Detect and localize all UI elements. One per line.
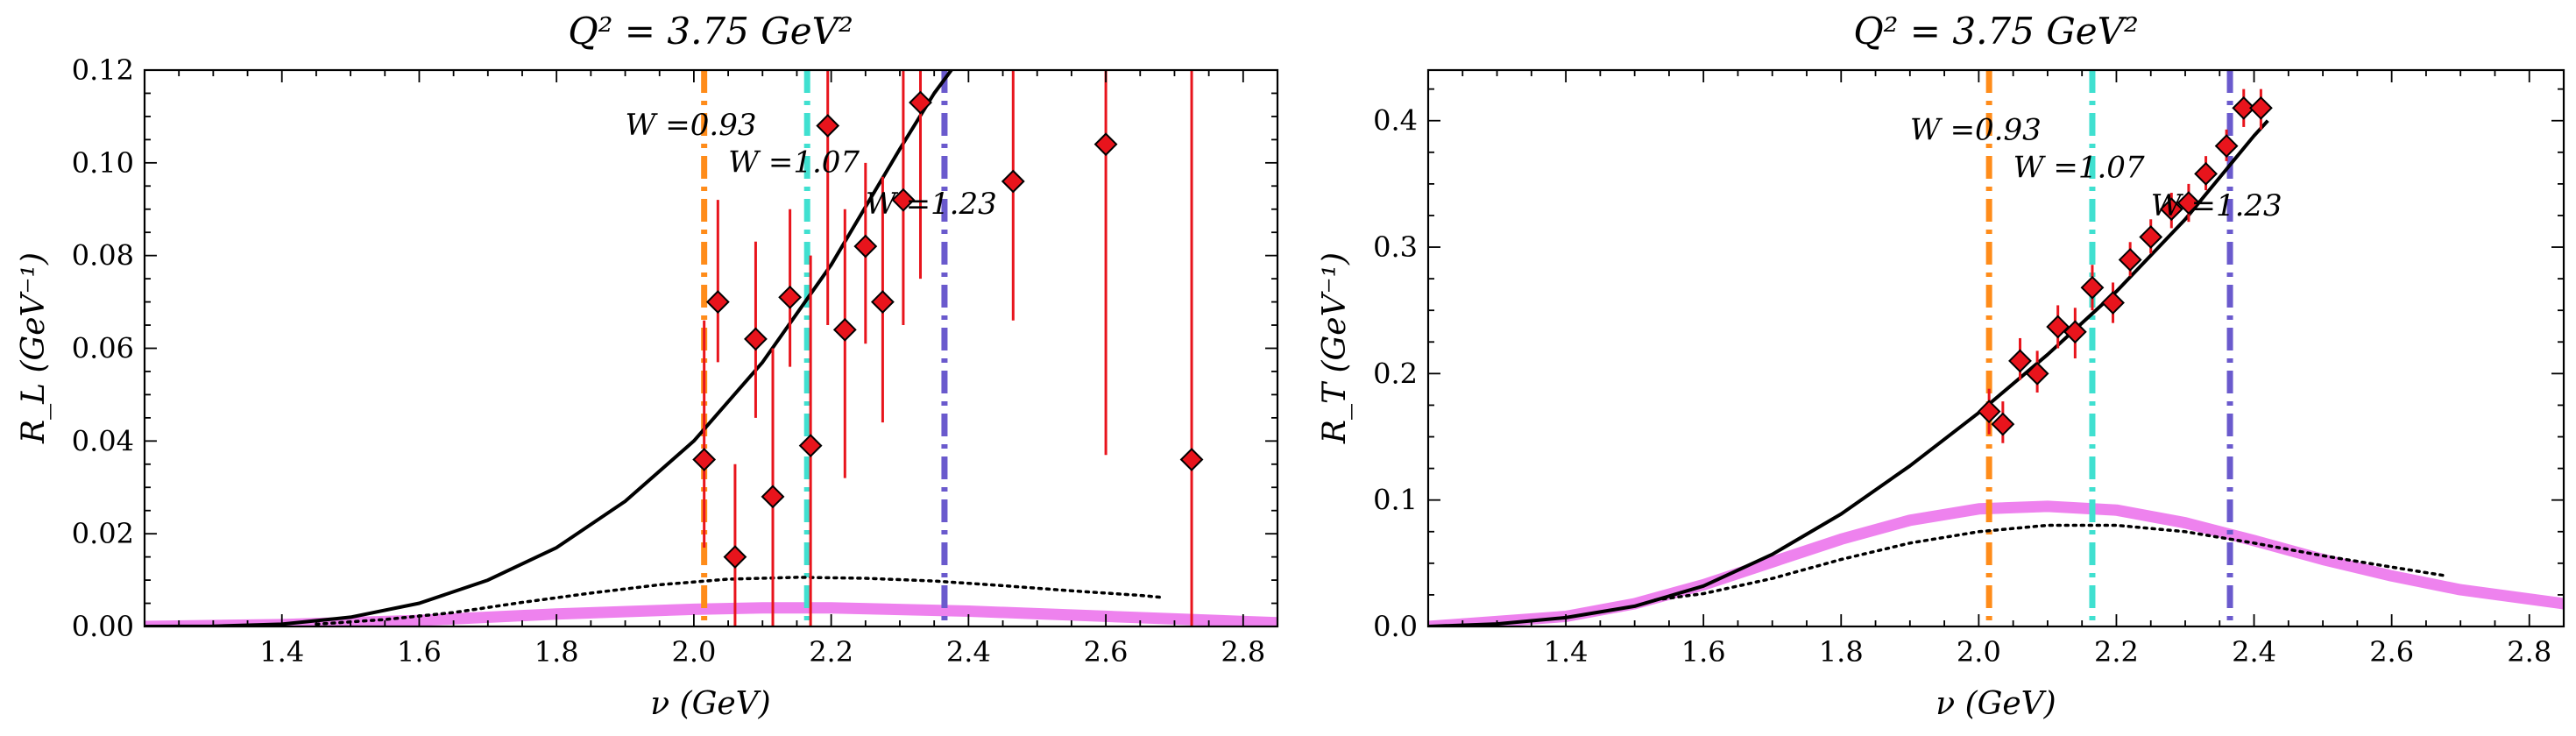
data-point: [2025, 361, 2049, 386]
data-point: [2232, 96, 2256, 120]
x-tick-label: 2.4: [2232, 635, 2276, 669]
model-band-curve: [145, 602, 1277, 626]
y-tick-label: 0.12: [72, 53, 134, 87]
plot-area-rl: [145, 70, 1277, 626]
w-threshold-label: W =1.23: [2151, 188, 2282, 223]
data-point: [1179, 448, 1204, 471]
x-tick-label: 2.6: [2369, 635, 2414, 669]
data-point: [723, 545, 747, 570]
x-tick-label: 1.8: [534, 635, 579, 669]
y-axis-label-rt: R_T (GeV⁻¹): [1317, 252, 1353, 444]
plot-frame: [1426, 68, 2565, 628]
w-threshold-label: W =1.07: [728, 145, 860, 180]
x-tick-label: 1.8: [1819, 635, 1864, 669]
line-labels-rl: W =0.93W =1.07W =1.23: [626, 108, 997, 222]
x-tick-label: 2.2: [2094, 635, 2139, 669]
model-solid-curve: [145, 70, 954, 626]
y-tick-label: 0.0: [1373, 610, 1418, 643]
data-point: [1093, 132, 1118, 157]
y-tick-label: 0.02: [72, 517, 134, 550]
x-tick-label: 2.4: [946, 635, 991, 669]
data-point: [909, 90, 932, 115]
x-axis-label-rl: ν (GeV): [650, 686, 770, 722]
y-tick-label: 0.10: [72, 146, 134, 180]
axes-rt: 1.4 1.6 1.8 2.0 2.2 2.4 2.6 2.8 0.0 0.1 0.2 0.3 0.4: [1373, 68, 2565, 669]
data-point: [2118, 248, 2142, 272]
data-point: [2194, 161, 2218, 186]
x-tick-label: 1.6: [397, 635, 442, 669]
data-point: [2248, 96, 2273, 120]
y-tick-label: 0.00: [72, 610, 134, 643]
data-point: [2063, 320, 2087, 344]
data-point: [705, 290, 730, 314]
y-tick-label: 0.08: [72, 239, 134, 272]
axes-rl: 1.4 1.6 1.8 2.0 2.2 2.4 2.6 2.8 0.00 0.02 0.04 0.06…: [72, 53, 1279, 669]
chart-title-rt: Q² = 3.75 GeV²: [1853, 10, 2139, 53]
y-tick-label: 0.1: [1373, 484, 1418, 517]
data-point: [2046, 315, 2070, 339]
data-point: [832, 317, 857, 342]
x-tick-label: 1.4: [1544, 635, 1589, 669]
data-point: [761, 485, 785, 509]
data-point: [778, 285, 803, 309]
x-tick-label: 1.4: [259, 635, 304, 669]
data-point: [1977, 400, 2001, 424]
data-point: [1991, 412, 2015, 436]
data-point: [2176, 191, 2201, 215]
data-point: [2139, 225, 2163, 249]
x-tick-label: 2.2: [809, 635, 853, 669]
y-tick-label: 0.06: [72, 332, 134, 365]
w-threshold-label: W =0.93: [1910, 112, 2042, 147]
model-solid-curve: [1428, 119, 2269, 626]
data-point: [870, 290, 895, 314]
x-tick-label: 2.8: [1221, 635, 1265, 669]
x-tick-label: 2.6: [1084, 635, 1129, 669]
plot-area-rt: [1428, 70, 2564, 626]
y-tick-label: 0.4: [1373, 104, 1418, 138]
data-point: [744, 327, 768, 351]
w-threshold-label: W =1.07: [2013, 151, 2145, 186]
y-tick-label: 0.2: [1373, 357, 1418, 390]
data-point: [2214, 134, 2239, 159]
chart-panel-rl: Q² = 3.75 GeV² R_L (GeV⁻¹) ν (GeV) 1.4 1.…: [16, 10, 1279, 722]
line-labels-rt: W =0.93 W =1.07W =1.23: [1910, 112, 2282, 223]
chart-panel-rt: Q² = 3.75 GeV² R_T (GeV⁻¹) ν (GeV) 1.4 1.…: [1317, 10, 2565, 722]
data-point: [798, 434, 823, 458]
y-tick-label: 0.04: [72, 424, 134, 457]
model-dotted-curve: [1653, 523, 2449, 602]
x-tick-label: 2.8: [2507, 635, 2551, 669]
data-point: [853, 234, 878, 258]
data-point: [2080, 275, 2105, 300]
data-point: [816, 114, 840, 138]
data-point: [2008, 349, 2032, 373]
y-tick-label: 0.3: [1373, 230, 1418, 264]
x-tick-label: 2.0: [1957, 635, 2001, 669]
data-point: [2159, 197, 2183, 222]
model-dotted-curve: [315, 576, 1163, 626]
data-point: [692, 448, 717, 471]
model-band-curve: [1428, 500, 2564, 626]
w-threshold-label: W =0.93: [626, 108, 757, 143]
x-tick-label: 1.6: [1681, 635, 1726, 669]
chart-title-rl: Q² = 3.75 GeV²: [568, 10, 853, 53]
data-point: [891, 188, 916, 212]
x-tick-label: 2.0: [671, 635, 716, 669]
data-point: [2101, 291, 2125, 315]
data-point: [1001, 169, 1025, 194]
w-threshold-label: W =1.23: [866, 187, 997, 222]
x-axis-label-rt: ν (GeV): [1936, 686, 2056, 722]
y-axis-label-rl: R_L (GeV⁻¹): [16, 252, 52, 444]
